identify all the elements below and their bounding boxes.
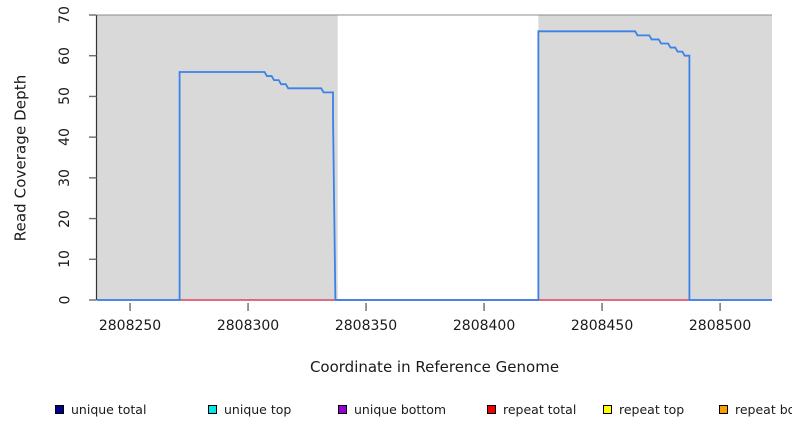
- x-tick-label: 2808450: [570, 318, 634, 334]
- y-tick-label-wrap: 10: [52, 249, 78, 269]
- x-tick-label: 2808500: [688, 318, 752, 334]
- y-tick-label: 10: [56, 250, 73, 269]
- series-unique-total: [97, 30, 772, 301]
- y-tick-label: 20: [56, 209, 73, 228]
- y-tick-label: 30: [56, 168, 73, 187]
- data-series-group: [97, 30, 772, 301]
- y-tick-label-wrap: 60: [52, 46, 78, 66]
- y-tick-label-wrap: 0: [52, 290, 78, 310]
- x-tick-label: 2808400: [452, 318, 516, 334]
- legend-swatch-icon: [55, 404, 64, 414]
- legend-swatch-icon: [338, 404, 347, 414]
- legend-swatch-icon: [603, 404, 612, 414]
- y-axis-title: Read Coverage Depth: [11, 74, 29, 241]
- repeat-region-right: [538, 15, 772, 300]
- y-tick-label: 40: [56, 128, 73, 147]
- x-tick-label: 2808300: [216, 318, 280, 334]
- repeat-region-left: [97, 15, 338, 300]
- y-tick-label: 0: [56, 295, 73, 305]
- x-tick-label: 2808350: [334, 318, 398, 334]
- legend-item-unique-top[interactable]: unique top: [208, 402, 291, 417]
- legend-swatch-icon: [719, 404, 728, 414]
- legend-label: unique bottom: [354, 401, 447, 417]
- y-axis-title-wrap: Read Coverage Depth: [0, 0, 40, 315]
- y-tick-label-wrap: 40: [52, 127, 78, 147]
- legend-item-repeat-bottom[interactable]: repeat bottom: [719, 402, 792, 417]
- legend-item-repeat-top[interactable]: repeat top: [603, 402, 684, 417]
- legend-label: repeat top: [619, 401, 685, 417]
- x-axis-title: Coordinate in Reference Genome: [309, 358, 560, 376]
- legend-swatch-icon: [208, 404, 217, 414]
- y-tick-label-wrap: 20: [52, 209, 78, 229]
- y-tick-label-wrap: 30: [52, 168, 78, 188]
- legend-swatch-icon: [487, 404, 496, 414]
- y-tick-label: 60: [56, 46, 73, 65]
- legend-item-repeat-total[interactable]: repeat total: [487, 402, 576, 417]
- legend-item-unique-total[interactable]: unique total: [55, 402, 146, 417]
- shaded-regions-group: [97, 15, 772, 300]
- legend-label: unique total: [71, 401, 147, 417]
- legend-label: repeat bottom: [735, 401, 792, 417]
- y-tick-label: 50: [56, 87, 73, 106]
- y-tick-label: 70: [56, 6, 73, 24]
- y-tick-label-wrap: 50: [52, 86, 78, 106]
- axis-group: [89, 14, 772, 311]
- legend-label: unique top: [224, 401, 292, 417]
- chart-legend: unique total unique top unique bottom repea…: [0, 398, 792, 420]
- x-tick-label: 2808250: [98, 318, 162, 334]
- legend-item-unique-bottom[interactable]: unique bottom: [338, 402, 446, 417]
- legend-label: repeat total: [503, 401, 577, 417]
- y-tick-label-wrap: 70: [52, 5, 78, 25]
